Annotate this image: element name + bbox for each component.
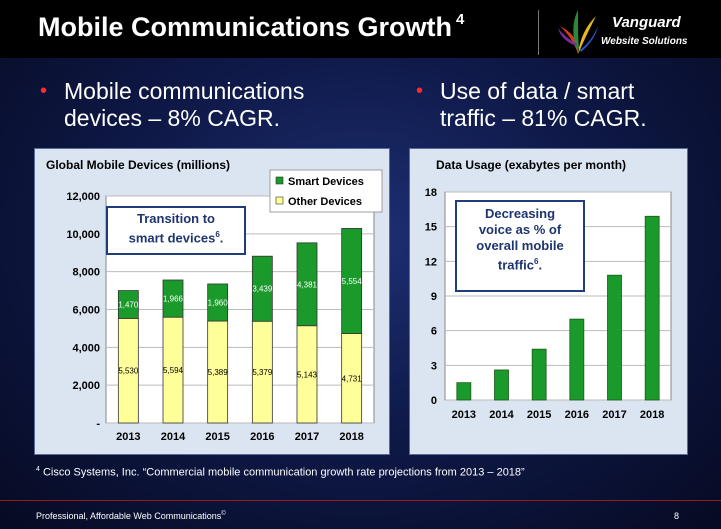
bar-smart-devices — [296, 242, 318, 327]
data-usage-chart: 0 3 6 9 12 15 18 2013 2014 2015 2016 2017 2018 — [425, 187, 672, 421]
footnote: 4 Cisco Systems, Inc. “Commercial mobile… — [36, 466, 525, 479]
data-label-smart: 5,554 — [342, 277, 363, 286]
bar-smart-devices — [207, 283, 229, 322]
y-tick-label: 15 — [425, 222, 437, 234]
voice-callout: Decreasing voice as % of overall mobile … — [455, 200, 585, 292]
y-tick-label: 10,000 — [66, 229, 100, 241]
legend-swatch-smart — [275, 176, 284, 185]
y-tick-label: 0 — [431, 395, 437, 407]
bar-smart-devices — [251, 255, 273, 322]
x-tick-label: 2018 — [339, 431, 363, 443]
bar-smart-devices — [341, 228, 363, 334]
x-tick-label: 2013 — [116, 431, 140, 443]
data-label-other: 5,594 — [163, 366, 184, 375]
title-footnote-ref: 4 — [456, 11, 465, 28]
brand-name: Vanguard — [612, 14, 681, 31]
data-label-smart: 1,470 — [118, 300, 139, 309]
bar-data-usage — [456, 382, 472, 401]
bar-data-usage — [644, 215, 660, 401]
x-tick-label: 2014 — [161, 431, 186, 443]
bullet-dot-icon: • — [40, 80, 48, 102]
data-label-smart: 1,960 — [208, 299, 229, 308]
x-tick-label: 2016 — [250, 431, 274, 443]
y-tick-label: 9 — [431, 291, 437, 303]
legend-label-other: Other Devices — [288, 196, 362, 208]
devices-chart-title: Global Mobile Devices (millions) — [46, 158, 231, 172]
y-tick-label: 4,000 — [72, 342, 100, 354]
slide-title: Mobile Communications Growth 4 — [38, 11, 465, 42]
data-label-smart: 3,439 — [252, 285, 273, 294]
x-tick-label: 2016 — [565, 409, 589, 421]
y-tick-label: 6,000 — [72, 305, 100, 317]
brand-divider — [538, 10, 539, 55]
page-number: 8 — [674, 511, 680, 521]
vanguard-logo-icon — [558, 10, 598, 54]
y-tick-label: 12,000 — [66, 191, 100, 203]
legend-swatch-other — [275, 196, 284, 205]
bar-data-usage — [531, 348, 547, 401]
footer-text: Professional, Affordable Web Communicati… — [36, 511, 226, 521]
brand-subtitle: Website Solutions — [601, 36, 688, 47]
legend-box — [269, 169, 383, 213]
x-tick-label: 2018 — [640, 409, 664, 421]
data-label-other: 5,530 — [118, 367, 139, 376]
bar-smart-devices — [117, 290, 139, 319]
title-bar — [0, 0, 721, 58]
bullet-devices: • Mobile communications devices – 8% CAG… — [40, 78, 305, 131]
bar-data-usage — [494, 369, 509, 401]
bullet-data: • Use of data / smart traffic – 81% CAGR… — [416, 78, 647, 131]
data-label-other: 5,143 — [297, 370, 318, 379]
x-tick-label: 2013 — [452, 409, 476, 421]
transition-callout: Transition to smart devices6. — [106, 206, 246, 255]
y-tick-label: - — [96, 418, 100, 430]
data-label-other: 4,731 — [342, 374, 363, 383]
y-tick-label: 6 — [431, 326, 437, 338]
legend-label-smart: Smart Devices — [288, 176, 364, 188]
data-usage-chart-title: Data Usage (exabytes per month) — [436, 158, 627, 172]
footer-divider — [0, 500, 721, 501]
x-tick-label: 2017 — [602, 409, 626, 421]
y-tick-label: 3 — [431, 360, 437, 372]
data-label-smart: 4,381 — [297, 280, 318, 289]
y-tick-label: 12 — [425, 256, 437, 268]
y-tick-label: 8,000 — [72, 267, 100, 279]
data-label-other: 5,389 — [208, 368, 229, 377]
x-tick-label: 2017 — [295, 431, 319, 443]
bar-data-usage — [607, 274, 622, 401]
y-tick-label: 2,000 — [72, 380, 100, 392]
x-tick-label: 2015 — [205, 431, 229, 443]
x-tick-label: 2014 — [489, 409, 514, 421]
bar-data-usage — [569, 318, 585, 401]
devices-chart: - 2,000 4,000 6,000 8,000 10,000 12,000 5,530 1,… — [66, 169, 383, 443]
bar-smart-devices — [162, 279, 184, 318]
data-label-other: 5,379 — [252, 368, 273, 377]
y-tick-label: 18 — [425, 187, 437, 199]
data-label-smart: 1,966 — [163, 295, 184, 304]
bullet-dot-icon: • — [416, 80, 424, 102]
x-tick-label: 2015 — [527, 409, 551, 421]
